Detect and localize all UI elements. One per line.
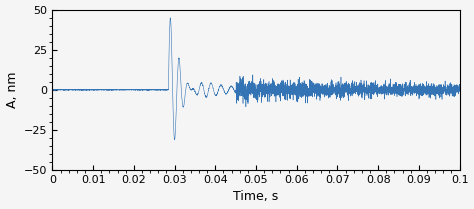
X-axis label: Time, s: Time, s: [233, 190, 279, 203]
Y-axis label: A, nm: A, nm: [6, 71, 18, 108]
